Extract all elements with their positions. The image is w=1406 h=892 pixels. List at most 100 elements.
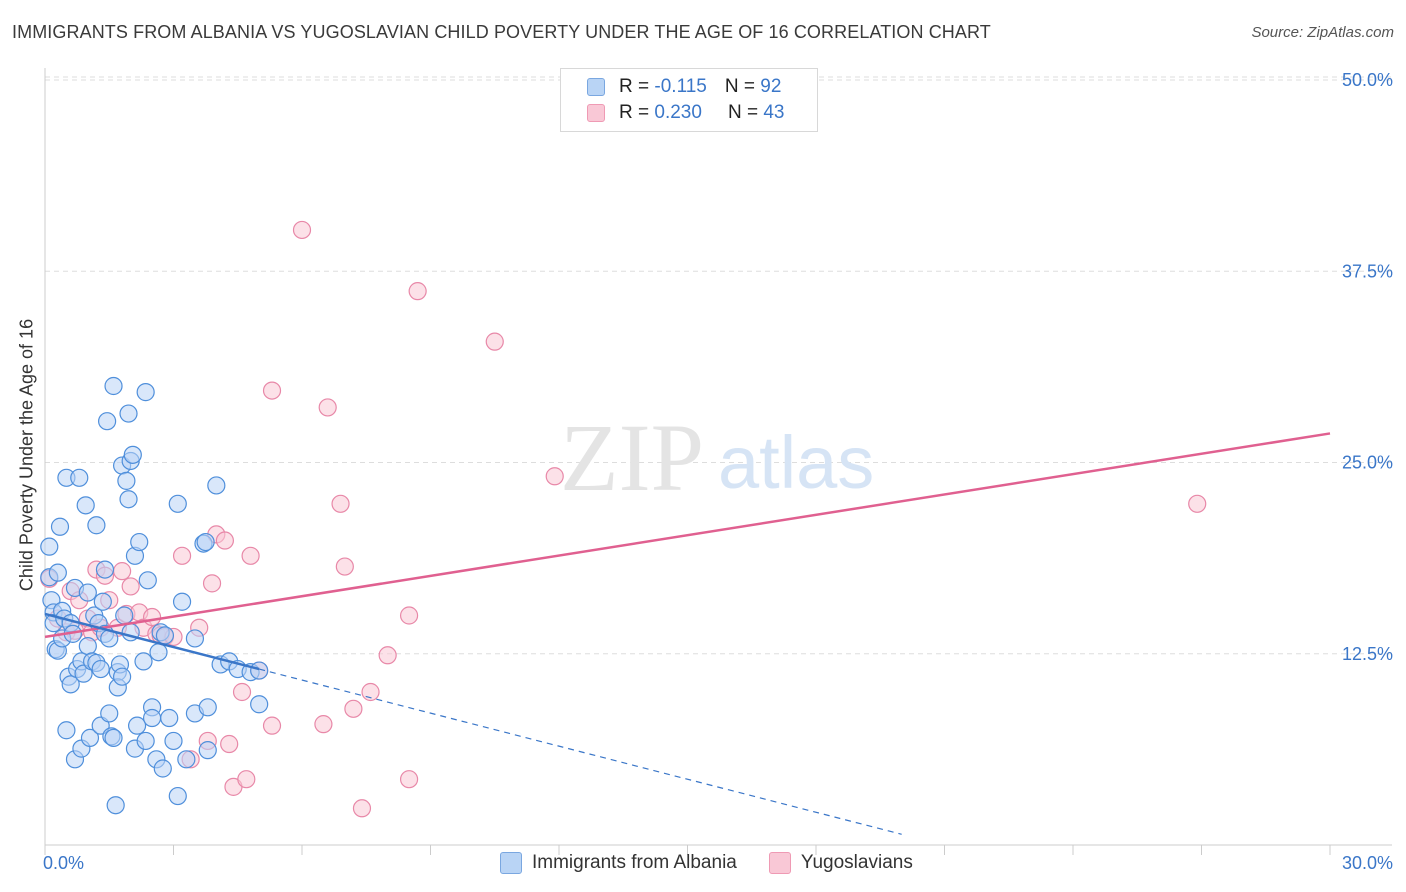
- albania-point: [160, 708, 179, 728]
- albania-point: [168, 494, 187, 513]
- albania-trend-extension: [259, 668, 902, 835]
- albania-point: [87, 516, 106, 535]
- albania-point: [168, 786, 187, 806]
- grid-lines: [45, 76, 1392, 655]
- yugoslavians-swatch: [768, 852, 791, 874]
- stats-legend: R = -0.115 N = 92 R = 0.230 N = 43: [560, 68, 818, 132]
- y-tick-label: 25.0%: [1342, 453, 1393, 473]
- albania-point: [177, 750, 196, 769]
- albania-trend-line: [44, 612, 260, 671]
- albania-point: [250, 661, 269, 680]
- albania-point: [134, 652, 153, 671]
- trend-lines: [44, 432, 1331, 835]
- watermark: ZIP atlas: [560, 404, 874, 511]
- watermark-atlas: atlas: [718, 421, 874, 504]
- albania-point: [119, 404, 138, 423]
- yugoslavians-point: [352, 799, 372, 818]
- series-legend: Immigrants from Albania Yugoslavians: [500, 852, 945, 874]
- yugoslavians-point: [545, 467, 564, 486]
- albania-point: [164, 731, 183, 751]
- yugoslavians-n-value: 43: [763, 102, 785, 123]
- albania-point: [119, 490, 138, 509]
- watermark-zip: ZIP: [560, 404, 704, 511]
- legend-item-albania[interactable]: Immigrants from Albania: [500, 852, 737, 874]
- y-tick-label: 37.5%: [1342, 261, 1393, 281]
- yugoslavians-swatch: [587, 104, 605, 122]
- albania-point: [50, 517, 70, 536]
- yugoslavians-points: [40, 220, 1207, 818]
- albania-point: [198, 741, 217, 760]
- albania-point: [198, 698, 217, 717]
- albania-point: [172, 592, 192, 611]
- r-label: R =: [619, 76, 650, 97]
- yugoslavians-point: [112, 562, 132, 581]
- legend-row-albania: R = -0.115 N = 92: [587, 75, 781, 99]
- albania-point: [123, 445, 142, 464]
- albania-point: [117, 471, 136, 490]
- albania-point: [185, 629, 205, 648]
- legend-label-yugoslavians: Yugoslavians: [800, 852, 913, 873]
- y-tick-label: 12.5%: [1342, 644, 1393, 664]
- yugoslavians-point: [142, 607, 162, 627]
- yugoslavians-point: [232, 682, 252, 702]
- x-tick-label: 0.0%: [43, 853, 84, 873]
- yugoslavians-point: [215, 531, 234, 550]
- albania-point: [127, 716, 147, 735]
- yugoslavians-point: [1188, 494, 1207, 513]
- yugoslavians-point: [262, 381, 282, 400]
- albania-swatch: [500, 852, 522, 874]
- albania-point: [115, 606, 134, 625]
- albania-point: [57, 721, 76, 740]
- legend-item-yugoslavians[interactable]: Yugoslavians: [768, 852, 913, 874]
- albania-point: [98, 412, 117, 431]
- yugoslavians-trend-line: [44, 432, 1331, 639]
- axes: [44, 68, 1392, 855]
- yugoslavians-point: [408, 282, 427, 301]
- albania-point: [95, 560, 115, 579]
- chart-title: IMMIGRANTS FROM ALBANIA VS YUGOSLAVIAN C…: [12, 22, 991, 42]
- albania-point: [136, 731, 155, 751]
- albania-point: [100, 704, 119, 723]
- albania-point: [104, 728, 123, 748]
- source-label: Source: ZipAtlas.com: [1251, 24, 1394, 41]
- albania-point: [61, 675, 80, 694]
- albania-point: [207, 476, 226, 495]
- yugoslavians-point: [241, 546, 260, 565]
- yugoslavians-point: [485, 332, 504, 351]
- yugoslavians-point: [335, 557, 354, 576]
- yugoslavians-point: [237, 770, 256, 789]
- albania-point: [136, 383, 155, 402]
- yugoslavians-point: [172, 546, 192, 565]
- albania-point: [80, 728, 100, 748]
- albania-point: [48, 563, 67, 582]
- albania-point: [104, 376, 123, 396]
- albania-point: [70, 468, 89, 487]
- yugoslavians-point: [314, 715, 333, 734]
- albania-point: [78, 636, 97, 656]
- yugoslavians-point: [399, 770, 419, 789]
- y-tick-label: 50.0%: [1342, 70, 1393, 90]
- yugoslavians-point: [202, 574, 222, 593]
- r-label: R =: [619, 102, 650, 123]
- albania-n-value: 92: [760, 76, 782, 97]
- yugoslavians-point: [121, 577, 140, 596]
- yugoslavians-point: [318, 398, 337, 417]
- yugoslavians-point: [399, 606, 419, 625]
- albania-point: [196, 532, 215, 552]
- albania-point: [142, 708, 162, 728]
- albania-point: [138, 571, 157, 590]
- albania-swatch: [587, 78, 605, 96]
- yugoslavians-point: [378, 646, 397, 665]
- n-label: N =: [724, 76, 755, 97]
- albania-point: [250, 695, 269, 714]
- axis-tick-labels: 12.5% 25.0% 37.5% 50.0% 0.0% 30.0%: [43, 70, 1393, 873]
- albania-point: [149, 643, 168, 662]
- albania-point: [155, 626, 175, 645]
- albania-r-value: -0.115: [654, 76, 707, 97]
- albania-point: [153, 759, 172, 778]
- yugoslavians-point: [331, 494, 350, 513]
- albania-point: [93, 592, 112, 611]
- albania-point: [106, 796, 125, 815]
- y-axis-label: Child Poverty Under the Age of 16: [16, 318, 37, 592]
